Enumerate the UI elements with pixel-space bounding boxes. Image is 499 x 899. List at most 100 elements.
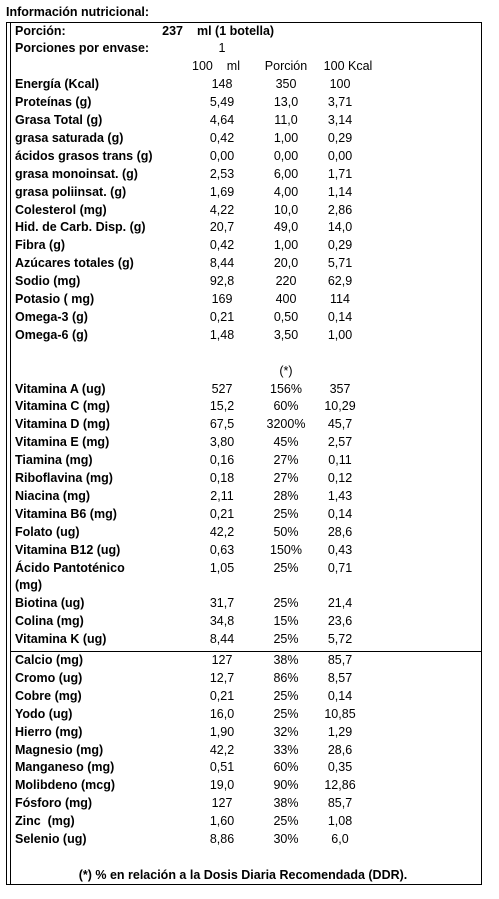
value-100kcal: 1,00 bbox=[327, 327, 353, 342]
section-note: (*) bbox=[279, 363, 293, 378]
value-100kcal: 0,14 bbox=[327, 309, 353, 324]
row-label: Omega-6 (g) bbox=[15, 327, 88, 342]
value-100ml: 127 bbox=[211, 796, 233, 811]
value-100kcal: 0,35 bbox=[327, 760, 353, 775]
value-100ml: 2,53 bbox=[209, 166, 235, 181]
row-label: Vitamina A (ug) bbox=[15, 381, 106, 396]
row-label: Vitamina E (mg) bbox=[15, 435, 110, 450]
row-label: Ácido Pantoténico (mg) bbox=[15, 560, 125, 592]
value-100kcal: 2,86 bbox=[327, 202, 353, 217]
serving-label: Porción: bbox=[15, 23, 66, 38]
value-portion: 6,00 bbox=[273, 166, 299, 181]
row-label: Niacina (mg) bbox=[15, 488, 91, 503]
servings-label: Porciones por envase: bbox=[15, 41, 150, 56]
value-100kcal: 10,85 bbox=[324, 706, 356, 721]
value-100ml: 42,2 bbox=[209, 742, 235, 757]
value-100kcal: 10,29 bbox=[324, 399, 356, 414]
value-portion: 156% bbox=[270, 381, 302, 396]
row-label: grasa monoinsat. (g) bbox=[15, 166, 138, 181]
row-label: Vitamina D (mg) bbox=[15, 417, 110, 432]
value-100ml: 5,49 bbox=[209, 95, 235, 110]
value-100kcal: 3,71 bbox=[327, 95, 353, 110]
value-100ml: 1,05 bbox=[209, 560, 235, 575]
value-100ml: 0,51 bbox=[209, 760, 235, 775]
value-portion: 25% bbox=[273, 506, 299, 521]
row-label: Vitamina B6 (mg) bbox=[15, 506, 117, 521]
row-label: Azúcares totales (g) bbox=[15, 256, 134, 271]
value-100kcal: 5,71 bbox=[327, 256, 353, 271]
value-portion: 25% bbox=[273, 632, 299, 647]
row-label: grasa poliinsat. (g) bbox=[15, 184, 127, 199]
title: Información nutricional: bbox=[6, 5, 150, 19]
value-100kcal: 0,71 bbox=[327, 560, 353, 575]
value-portion: 10,0 bbox=[273, 202, 299, 217]
value-portion: 50% bbox=[273, 524, 299, 539]
value-100ml: 16,0 bbox=[209, 706, 235, 721]
row-label: Yodo (ug) bbox=[15, 706, 73, 721]
row-label: Omega-3 (g) bbox=[15, 309, 88, 324]
value-100kcal: 0,29 bbox=[327, 238, 353, 253]
row-label: Manganeso (mg) bbox=[15, 760, 115, 775]
footnote: (*) % en relación a la Dosis Diaria Reco… bbox=[78, 868, 408, 883]
value-100ml: 0,18 bbox=[209, 471, 235, 485]
value-100ml: 31,7 bbox=[209, 596, 235, 611]
value-100kcal: 100 bbox=[329, 77, 351, 92]
value-portion: 1,00 bbox=[273, 238, 299, 253]
servings-value: 1 bbox=[218, 41, 226, 56]
value-100ml: 0,42 bbox=[209, 238, 235, 253]
value-100kcal: 0,43 bbox=[327, 542, 353, 557]
value-100ml: 148 bbox=[211, 77, 233, 92]
row-label: Grasa Total (g) bbox=[15, 113, 103, 127]
value-100kcal: 2,57 bbox=[327, 435, 353, 450]
value-100kcal: 1,43 bbox=[327, 488, 353, 503]
value-100kcal: 23,6 bbox=[327, 614, 353, 629]
row-label: Selenio (ug) bbox=[15, 832, 87, 846]
value-100ml: 0,63 bbox=[209, 542, 235, 557]
value-100ml: 1,69 bbox=[209, 184, 235, 199]
value-portion: 60% bbox=[273, 760, 299, 775]
row-label: Cromo (ug) bbox=[15, 670, 83, 685]
value-portion: 13,0 bbox=[273, 95, 299, 110]
value-100ml: 0,00 bbox=[209, 148, 235, 163]
value-100kcal: 0,14 bbox=[327, 506, 353, 521]
value-portion: 49,0 bbox=[273, 220, 299, 235]
value-100ml: 169 bbox=[211, 292, 233, 306]
value-100kcal: 28,6 bbox=[327, 742, 353, 757]
value-100kcal: 0,00 bbox=[327, 148, 353, 163]
row-label: Vitamina B12 (ug) bbox=[15, 542, 121, 557]
value-100ml: 1,90 bbox=[209, 724, 235, 739]
value-portion: 20,0 bbox=[273, 256, 299, 271]
row-label: Sodio (mg) bbox=[15, 274, 81, 289]
value-100ml: 527 bbox=[211, 381, 233, 396]
value-100ml: 34,8 bbox=[209, 614, 235, 629]
value-portion: 150% bbox=[270, 542, 302, 557]
value-portion: 0,00 bbox=[273, 148, 299, 163]
row-label: Colesterol (mg) bbox=[15, 202, 107, 217]
value-100ml: 42,2 bbox=[209, 524, 235, 539]
value-portion: 400 bbox=[275, 292, 297, 306]
column-header: 100 Kcal bbox=[323, 59, 373, 74]
value-100ml: 4,64 bbox=[209, 113, 235, 127]
value-portion: 27% bbox=[273, 471, 299, 485]
value-portion: 38% bbox=[273, 653, 299, 667]
value-100ml: 1,48 bbox=[209, 327, 235, 342]
row-label: Potasio ( mg) bbox=[15, 292, 95, 306]
row-label: Molibdeno (mcg) bbox=[15, 778, 115, 793]
row-label: Tiamina (mg) bbox=[15, 453, 93, 468]
row-label: Calcio (mg) bbox=[15, 653, 84, 667]
value-100kcal: 0,14 bbox=[327, 688, 353, 703]
value-100ml: 0,21 bbox=[209, 309, 235, 324]
value-100kcal: 62,9 bbox=[327, 274, 353, 289]
value-portion: 30% bbox=[273, 832, 299, 846]
row-label: Biotina (ug) bbox=[15, 596, 85, 611]
value-portion: 86% bbox=[273, 670, 299, 685]
value-100ml: 19,0 bbox=[209, 778, 235, 793]
value-100ml: 0,42 bbox=[209, 130, 235, 145]
value-portion: 25% bbox=[273, 706, 299, 721]
value-portion: 0,50 bbox=[273, 309, 299, 324]
value-100ml: 15,2 bbox=[209, 399, 235, 414]
value-portion: 33% bbox=[273, 742, 299, 757]
value-portion: 1,00 bbox=[273, 130, 299, 145]
row-label: Proteínas (g) bbox=[15, 95, 92, 110]
